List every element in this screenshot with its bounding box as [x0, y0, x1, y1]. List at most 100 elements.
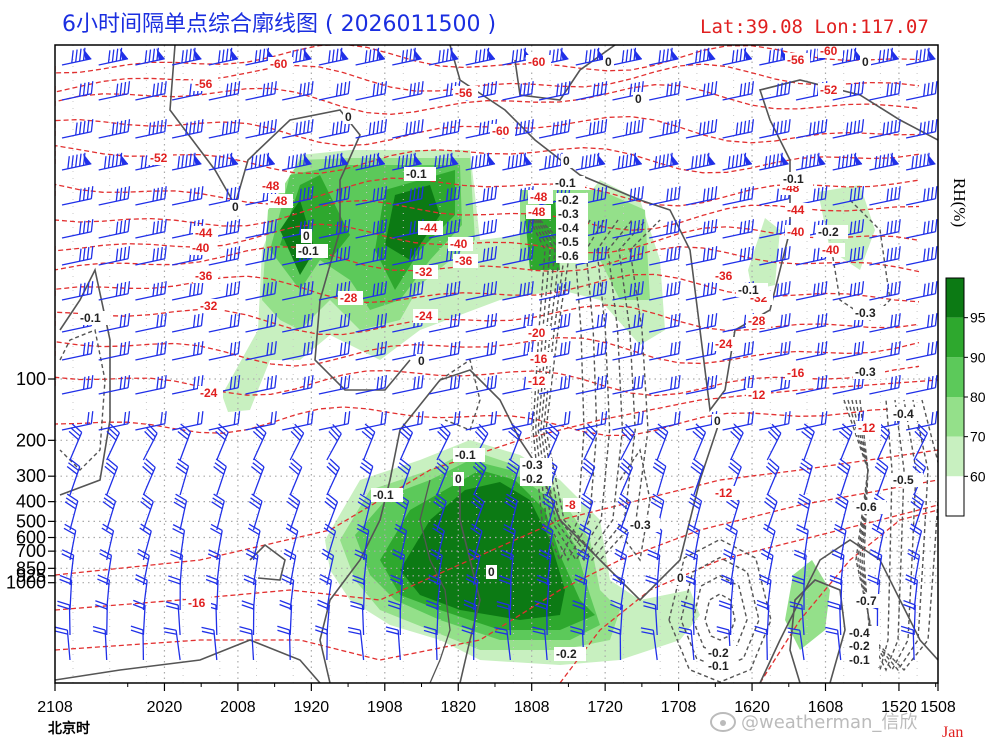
- x-tick-label: 2108: [37, 699, 73, 716]
- wind-barb-icon: [829, 574, 843, 611]
- wind-barb-icon: [722, 47, 753, 66]
- wind-barb-icon: [208, 246, 241, 266]
- wind-barb-icon: [649, 219, 681, 239]
- wind-barb-icon: [832, 119, 865, 139]
- temperature-label: -12: [715, 486, 733, 500]
- colorbar-segment: [946, 476, 964, 516]
- wind-barb-icon: [869, 47, 899, 66]
- wind-barb-icon: [825, 626, 842, 661]
- wind-barb-icon: [361, 423, 376, 461]
- temperature-label: -48: [528, 205, 546, 219]
- wind-barb-icon: [799, 458, 813, 496]
- wind-barb-icon: [754, 625, 768, 661]
- wind-barb-icon: [905, 281, 938, 301]
- wind-barb-icon: [903, 599, 916, 636]
- wind-barb-icon: [355, 219, 388, 239]
- wind-barb-icon: [61, 152, 92, 171]
- temperature-label: -44: [420, 221, 438, 235]
- temperature-label: -16: [787, 366, 805, 380]
- wind-barb-icon: [392, 47, 422, 66]
- omega-label: 0: [563, 154, 570, 168]
- wind-barb-icon: [832, 81, 865, 101]
- wind-barb-icon: [101, 523, 115, 561]
- wind-barb-icon: [211, 493, 225, 531]
- wind-barb-icon: [496, 601, 512, 636]
- omega-label: -0.1: [455, 448, 476, 462]
- wind-barb-icon: [286, 493, 301, 531]
- omega-label: -0.5: [558, 235, 579, 249]
- colorbar-segment: [946, 317, 964, 358]
- wind-barb-icon: [245, 341, 277, 361]
- omega-label: -0.1: [783, 172, 804, 186]
- wind-barb-icon: [614, 548, 628, 586]
- y-tick-label: 1000: [6, 573, 46, 593]
- wind-barb-icon: [355, 341, 388, 361]
- wind-barb-icon: [355, 47, 386, 66]
- omega-label: -0.3: [855, 365, 876, 379]
- wind-barb-icon: [399, 423, 414, 461]
- wind-barb-icon: [92, 626, 108, 661]
- wind-barb-icon: [649, 375, 681, 395]
- wind-barb-icon: [612, 219, 644, 239]
- wind-barb-icon: [142, 458, 156, 496]
- wind-barb-icon: [575, 81, 608, 101]
- wind-barb-icon: [909, 523, 923, 561]
- wind-barb-icon: [98, 219, 131, 239]
- wind-barb-icon: [765, 458, 780, 496]
- wind-barb-icon: [177, 423, 192, 461]
- wind-barb-icon: [208, 119, 241, 139]
- wind-barb-icon: [687, 523, 701, 561]
- wind-barb-icon: [532, 626, 548, 661]
- wind-barb-icon: [326, 458, 341, 496]
- y-tick-label: 850: [16, 558, 46, 578]
- omega-label: -0.1: [373, 488, 394, 502]
- wind-barb-icon: [797, 493, 811, 531]
- wind-barb-icon: [612, 313, 644, 333]
- temperature-label: -36: [455, 254, 473, 268]
- wind-barb-icon: [502, 246, 534, 266]
- x-tick-label: 1808: [514, 699, 550, 716]
- wind-barb-icon: [832, 281, 865, 301]
- wind-barb-icon: [759, 119, 791, 139]
- wind-barb-icon: [392, 281, 424, 301]
- wind-barb-icon: [428, 119, 461, 139]
- wind-barb-icon: [61, 47, 92, 66]
- omega-label: -0.4: [849, 626, 870, 640]
- wind-barb-icon: [106, 423, 121, 461]
- x-tick-label: 1820: [440, 699, 476, 716]
- wind-barb-icon: [869, 81, 901, 101]
- wind-barb-icon: [756, 599, 770, 636]
- wind-barb-icon: [718, 600, 732, 636]
- wind-barb-icon: [578, 523, 592, 561]
- wind-barb-icon: [649, 281, 681, 301]
- month-label: Jan: [942, 724, 963, 741]
- wind-barb-icon: [135, 219, 167, 239]
- wind-barb-icon: [685, 246, 718, 266]
- wind-barb-icon: [64, 493, 79, 531]
- y-tick-label: 300: [16, 466, 46, 486]
- wind-barb-icon: [612, 281, 644, 301]
- weibo-icon: [710, 712, 736, 732]
- wind-barb-icon: [282, 341, 314, 361]
- wind-barb-icon: [68, 423, 83, 461]
- wind-barb-icon: [649, 81, 681, 101]
- wind-barb-icon: [763, 523, 776, 561]
- wind-barb-icon: [201, 626, 218, 661]
- colorbar-tick-label: 70: [970, 429, 986, 445]
- x-tick-label: 1608: [808, 699, 844, 716]
- wind-barb-icon: [612, 152, 642, 171]
- wind-barb-icon: [239, 626, 255, 661]
- wind-barb-icon: [575, 281, 608, 301]
- wind-barb-icon: [208, 186, 241, 206]
- temperature-label: -56: [787, 53, 805, 67]
- wind-barb-icon: [913, 423, 928, 461]
- wind-barb-icon: [871, 523, 885, 561]
- wind-barb-icon: [318, 81, 351, 101]
- watermark: @weatherman_信欣: [710, 712, 917, 733]
- wind-barb-icon: [61, 281, 94, 301]
- wind-barb-icon: [318, 411, 351, 431]
- wind-barb-icon: [423, 625, 438, 661]
- wind-barb-icon: [461, 625, 475, 661]
- wind-barb-icon: [392, 81, 424, 101]
